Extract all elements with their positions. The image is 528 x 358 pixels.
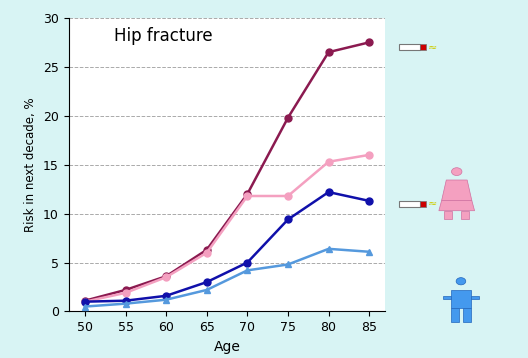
X-axis label: Age: Age [214, 340, 240, 354]
Text: Hip fracture: Hip fracture [115, 27, 213, 45]
Text: ≈: ≈ [428, 199, 437, 209]
Y-axis label: Risk in next decade, %: Risk in next decade, % [24, 97, 37, 232]
Text: ≈: ≈ [428, 43, 437, 53]
